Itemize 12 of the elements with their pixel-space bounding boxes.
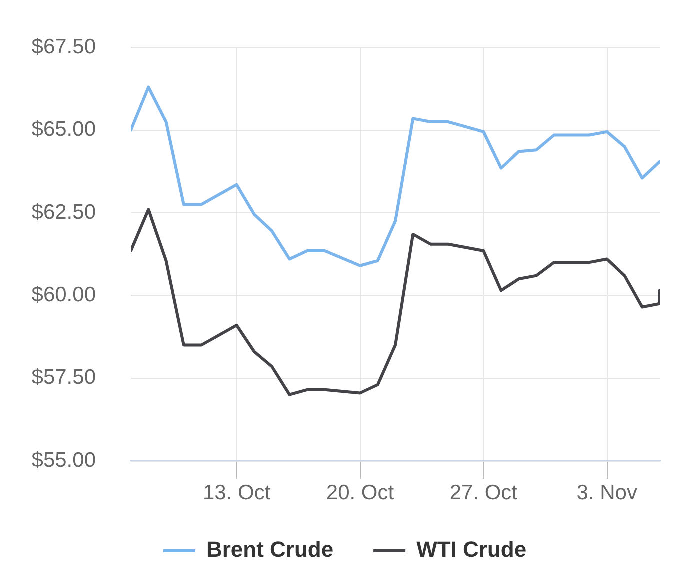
y-tick-label: $67.50 <box>32 35 96 58</box>
x-tick-label: 3. Nov <box>576 481 638 504</box>
y-tick-label: $60.00 <box>32 283 96 306</box>
x-tick-label: 13. Oct <box>202 481 271 504</box>
y-tick-label: $55.00 <box>32 448 96 472</box>
x-tick-label: 20. Oct <box>326 481 394 504</box>
y-tick-label: $65.00 <box>32 118 96 142</box>
y-tick-label: $57.50 <box>32 366 96 390</box>
y-tick-label: $62.50 <box>32 200 96 224</box>
legend-label: Brent Crude <box>206 537 334 562</box>
x-tick-label: 27. Oct <box>450 481 518 504</box>
legend-label: WTI Crude <box>416 537 527 562</box>
